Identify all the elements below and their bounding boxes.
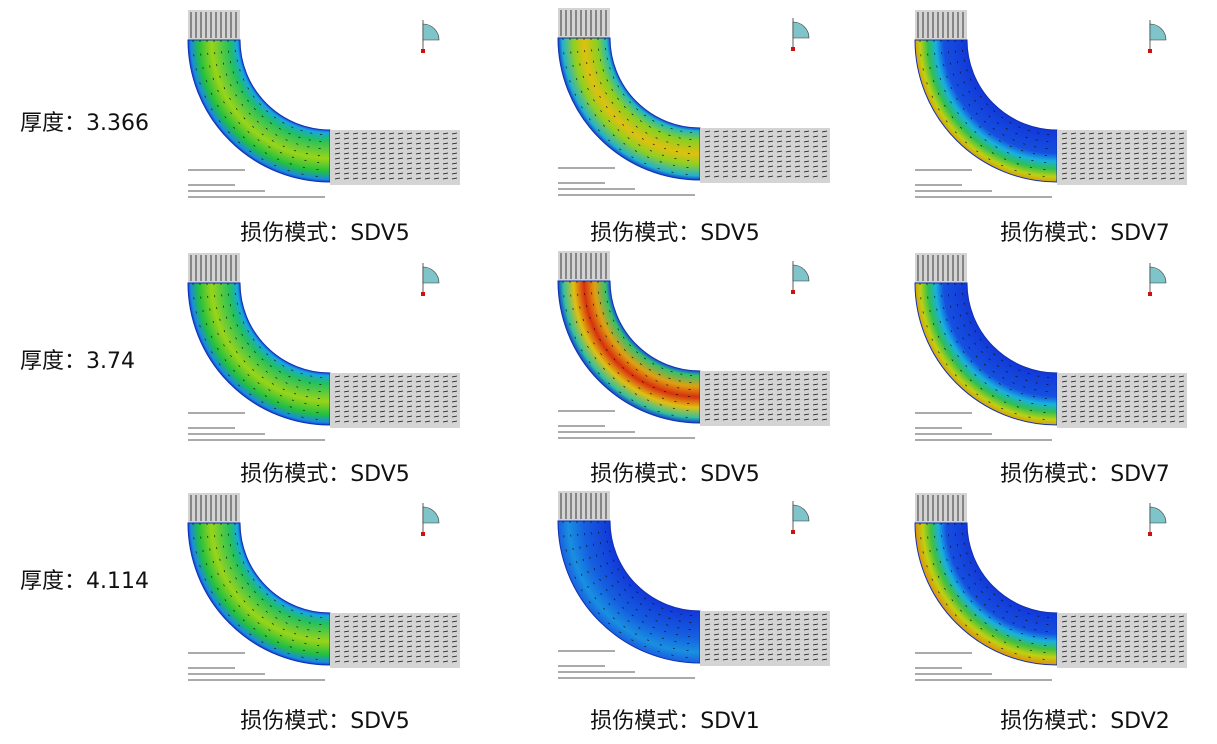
bend-mesh — [919, 40, 1059, 178]
pipe-bend-contour — [187, 39, 331, 183]
axis-triad-icon — [791, 261, 810, 294]
straight-pipe-vertical — [188, 253, 240, 283]
thickness-label: 厚度：3.74 — [20, 349, 135, 374]
thickness-label: 厚度：4.114 — [20, 569, 149, 594]
straight-pipe-vertical — [558, 491, 610, 521]
thickness-label: 厚度：3.366 — [20, 111, 149, 136]
pipe-bend-contour — [557, 280, 701, 424]
straight-pipe-vertical — [188, 10, 240, 40]
bend-mesh — [562, 281, 702, 419]
legend-text-block — [915, 412, 1052, 441]
axis-triad-icon — [791, 501, 810, 534]
pipe-bend-contour — [557, 37, 701, 181]
axis-triad-icon — [421, 503, 440, 536]
damage-mode-caption: 损伤模式：SDV7 — [1000, 462, 1170, 487]
straight-pipe-horizontal — [330, 373, 460, 428]
straight-pipe-horizontal — [1057, 130, 1187, 185]
pipe-bend-contour — [914, 522, 1058, 666]
straight-pipe-vertical — [188, 493, 240, 523]
pipe-bend-contour — [187, 282, 331, 426]
legend-text-block — [558, 167, 695, 196]
pipe-bend-contour — [914, 282, 1058, 426]
contour-plot — [912, 253, 1202, 468]
contour-plot — [185, 10, 475, 225]
pipe-bend-contour — [557, 520, 701, 664]
straight-pipe-vertical — [915, 253, 967, 283]
damage-mode-caption: 损伤模式：SDV5 — [240, 709, 410, 734]
damage-mode-caption: 损伤模式：SDV2 — [1000, 709, 1170, 734]
straight-pipe-vertical — [915, 493, 967, 523]
pipe-bend-contour — [914, 39, 1058, 183]
pipe-bend-contour — [187, 522, 331, 666]
straight-pipe-horizontal — [330, 130, 460, 185]
contour-plot — [555, 8, 845, 223]
straight-pipe-vertical — [915, 10, 967, 40]
axis-triad-icon — [1148, 503, 1167, 536]
damage-mode-caption: 损伤模式：SDV5 — [590, 221, 760, 246]
legend-text-block — [558, 410, 695, 439]
legend-text-block — [915, 169, 1052, 198]
contour-plot — [912, 493, 1202, 708]
axis-triad-icon — [421, 20, 440, 53]
damage-mode-caption: 损伤模式：SDV5 — [590, 462, 760, 487]
axis-triad-icon — [421, 263, 440, 296]
contour-plot — [912, 10, 1202, 225]
legend-text-block — [915, 652, 1052, 681]
contour-plot — [555, 251, 845, 466]
straight-pipe-horizontal — [1057, 373, 1187, 428]
axis-triad-icon — [791, 18, 810, 51]
legend-text-block — [188, 412, 325, 441]
straight-pipe-horizontal — [700, 128, 830, 183]
straight-pipe-horizontal — [330, 613, 460, 668]
bend-mesh — [919, 523, 1059, 661]
straight-pipe-horizontal — [700, 371, 830, 426]
damage-mode-caption: 损伤模式：SDV1 — [590, 709, 760, 734]
axis-triad-icon — [1148, 263, 1167, 296]
damage-mode-caption: 损伤模式：SDV5 — [240, 462, 410, 487]
axis-triad-icon — [1148, 20, 1167, 53]
damage-mode-caption: 损伤模式：SDV5 — [240, 221, 410, 246]
straight-pipe-vertical — [558, 251, 610, 281]
straight-pipe-horizontal — [700, 611, 830, 666]
legend-text-block — [558, 650, 695, 679]
straight-pipe-horizontal — [1057, 613, 1187, 668]
contour-plot — [185, 253, 475, 468]
damage-mode-caption: 损伤模式：SDV7 — [1000, 221, 1170, 246]
legend-text-block — [188, 169, 325, 198]
contour-plot — [555, 491, 845, 706]
straight-pipe-vertical — [558, 8, 610, 38]
legend-text-block — [188, 652, 325, 681]
contour-plot — [185, 493, 475, 708]
bend-mesh — [562, 38, 702, 176]
